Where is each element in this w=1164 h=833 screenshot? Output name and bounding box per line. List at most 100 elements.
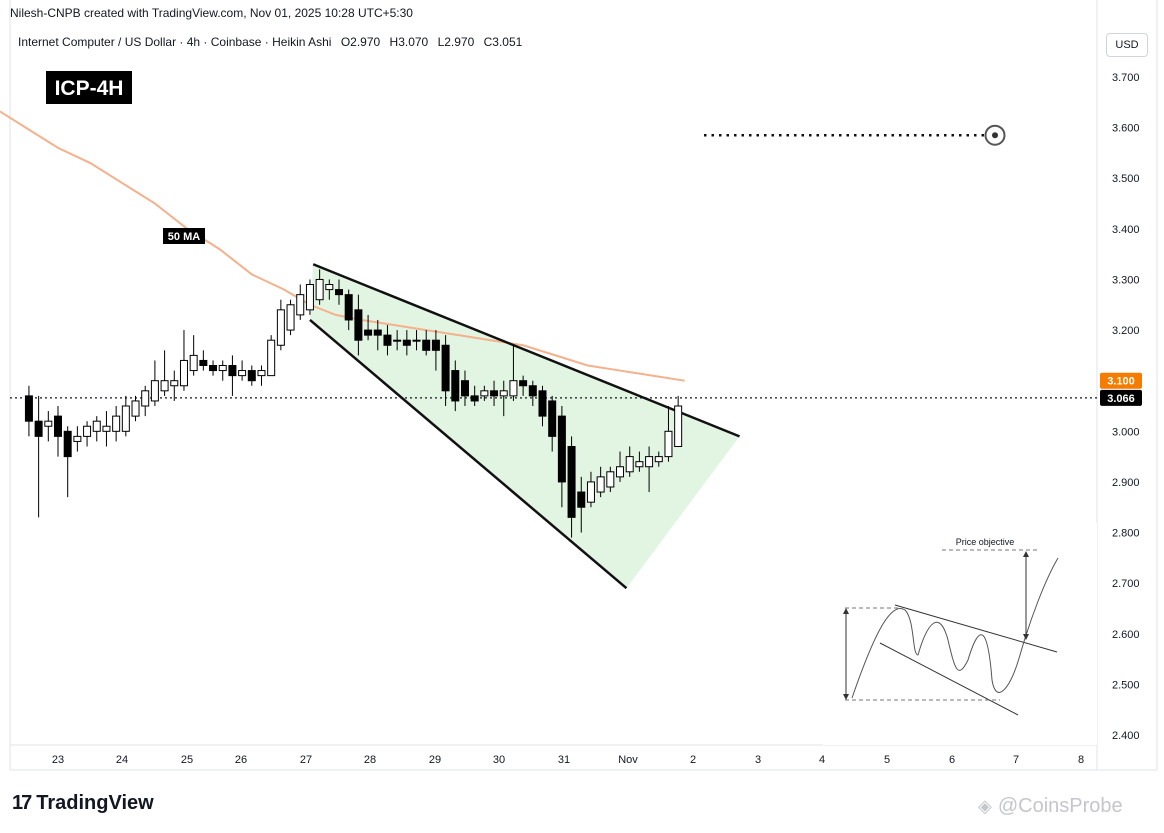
- inset-price-path: [851, 557, 1059, 699]
- ma-label: 50 MA: [168, 231, 200, 243]
- tradingview-logo-text: TradingView: [36, 792, 154, 814]
- ohlc-open: O2.970: [340, 35, 381, 49]
- inset-objective-up-icon: [1023, 551, 1029, 557]
- candle-body: [24, 395, 33, 422]
- x-tick-label: 6: [949, 754, 955, 766]
- inset-price-objective-label: Price objective: [956, 537, 1015, 547]
- last-price-badge: [1100, 389, 1142, 406]
- currency-button[interactable]: USD: [1106, 33, 1148, 57]
- coinsprobe-watermark: ◈ @CoinsProbe: [978, 795, 1123, 818]
- candle-body: [596, 476, 605, 493]
- x-tick-label: 27: [300, 754, 312, 766]
- candle-body: [141, 390, 150, 407]
- y-tick-label: 3.200: [1112, 325, 1140, 337]
- candle-body: [412, 339, 421, 342]
- candle-body: [305, 284, 314, 311]
- candle-body: [92, 420, 101, 432]
- candle-body: [131, 400, 140, 417]
- candle-body: [189, 354, 198, 372]
- x-tick-label: 5: [884, 754, 890, 766]
- candle-body: [664, 430, 673, 458]
- ma-price-label: 3.100: [1107, 376, 1135, 388]
- ohlc-low: L2.970: [437, 35, 475, 49]
- candle-body: [170, 380, 179, 387]
- y-tick-label: 2.400: [1112, 730, 1140, 742]
- candle-body: [519, 380, 528, 387]
- candle-body: [218, 365, 227, 372]
- candle-body: [635, 461, 644, 468]
- symbol-name: Internet Computer / US Dollar · 4h · Coi…: [18, 35, 332, 49]
- inset-arrow-up-icon: [843, 608, 849, 614]
- candle-body: [121, 405, 130, 432]
- candle-body: [548, 400, 557, 437]
- x-tick-label: 24: [116, 754, 128, 766]
- candle-body: [402, 339, 411, 346]
- candle-body: [354, 309, 363, 341]
- x-tick-label: 7: [1013, 754, 1019, 766]
- candle-body: [674, 405, 683, 447]
- candle-body: [654, 456, 663, 463]
- candle-body: [247, 370, 256, 382]
- ma-50-line: [0, 110, 685, 382]
- ma-label-badge: [163, 228, 205, 244]
- candle-body: [44, 420, 53, 427]
- x-tick-label: 8: [1078, 754, 1084, 766]
- candle-body: [645, 456, 654, 468]
- candle-body: [431, 339, 440, 351]
- candle-body: [373, 329, 382, 336]
- inset-objective-down-icon: [1023, 634, 1029, 640]
- inset-lower-line: [879, 642, 1019, 716]
- candle-body: [160, 380, 169, 392]
- candle-body: [557, 415, 566, 483]
- target-dot-icon: [992, 132, 998, 139]
- x-tick-label: Nov: [618, 754, 638, 766]
- candle-body: [509, 380, 518, 397]
- candle-body: [577, 491, 586, 508]
- y-tick-label: 3.500: [1112, 173, 1140, 185]
- candle-body: [228, 365, 237, 377]
- candle-body: [383, 334, 392, 346]
- wedge-lower-trendline: [309, 319, 628, 590]
- chart-title: ICP-4H: [55, 77, 124, 100]
- candle-body: [34, 420, 43, 437]
- x-tick-label: 25: [181, 754, 193, 766]
- candle-body: [364, 329, 373, 336]
- candle-body: [179, 359, 188, 387]
- candle-body: [102, 425, 111, 432]
- candle-body: [422, 339, 431, 351]
- symbol-info: Internet Computer / US Dollar · 4h · Coi…: [18, 35, 528, 49]
- candle-body: [606, 471, 615, 488]
- candle-body: [199, 359, 208, 367]
- attribution-text: Nilesh-CNPB created with TradingView.com…: [10, 6, 413, 20]
- x-tick-label: 23: [52, 754, 64, 766]
- candle-body: [480, 390, 489, 397]
- y-tick-label: 2.700: [1112, 578, 1140, 590]
- candle-body: [586, 481, 595, 503]
- candle-body: [54, 415, 62, 437]
- candle-body: [460, 380, 469, 397]
- candle-body: [238, 370, 247, 377]
- candle-body: [267, 339, 276, 377]
- candle-body: [567, 445, 576, 518]
- x-tick-label: 26: [235, 754, 247, 766]
- candle-body: [83, 425, 92, 437]
- y-tick-label: 2.500: [1112, 679, 1140, 691]
- diamond-logo-icon: ◈: [978, 796, 992, 816]
- candle-body: [528, 385, 537, 397]
- x-tick-label: 4: [819, 754, 825, 766]
- x-tick-label: 28: [364, 754, 376, 766]
- candle-body: [625, 456, 634, 473]
- candle-body: [209, 365, 218, 372]
- inset-background: [823, 523, 1097, 745]
- ohlc-high: H3.070: [389, 35, 429, 49]
- y-tick-label: 3.700: [1112, 72, 1140, 84]
- candle-body: [441, 344, 450, 392]
- candle-body: [276, 309, 285, 346]
- candle-body: [538, 390, 547, 417]
- candle-body: [499, 390, 508, 397]
- falling-wedge-area: [309, 264, 740, 589]
- candle-body: [490, 390, 499, 397]
- candle-body: [344, 294, 353, 321]
- candle-body: [470, 395, 479, 402]
